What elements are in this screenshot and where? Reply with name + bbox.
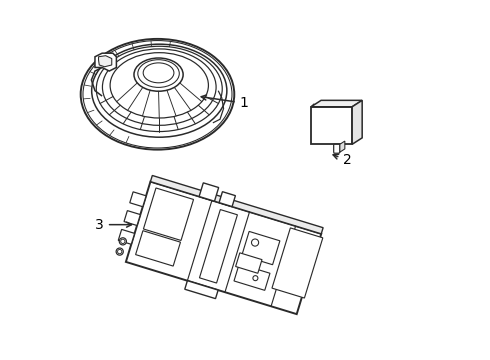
Ellipse shape (81, 39, 234, 150)
Ellipse shape (110, 53, 208, 118)
Polygon shape (219, 192, 235, 207)
Polygon shape (144, 188, 194, 240)
Polygon shape (242, 231, 280, 265)
Polygon shape (130, 192, 146, 207)
Text: 3: 3 (95, 218, 131, 231)
Text: 1: 1 (201, 95, 248, 110)
Polygon shape (199, 183, 219, 201)
Polygon shape (98, 56, 112, 67)
Polygon shape (136, 231, 180, 266)
Polygon shape (150, 175, 323, 234)
Polygon shape (118, 229, 135, 244)
Polygon shape (234, 264, 270, 291)
Ellipse shape (97, 46, 222, 131)
Polygon shape (236, 253, 262, 273)
Polygon shape (95, 53, 117, 71)
Polygon shape (272, 228, 323, 298)
Polygon shape (199, 210, 238, 283)
Ellipse shape (92, 44, 227, 137)
Polygon shape (126, 182, 321, 314)
Circle shape (119, 238, 126, 245)
Polygon shape (334, 144, 340, 153)
Polygon shape (124, 211, 140, 225)
Polygon shape (352, 100, 362, 144)
Polygon shape (185, 281, 218, 299)
Polygon shape (340, 141, 345, 152)
Circle shape (116, 248, 123, 255)
Polygon shape (311, 107, 352, 144)
Text: 2: 2 (333, 153, 352, 167)
Ellipse shape (102, 49, 216, 125)
Polygon shape (311, 100, 362, 107)
Ellipse shape (134, 58, 183, 91)
